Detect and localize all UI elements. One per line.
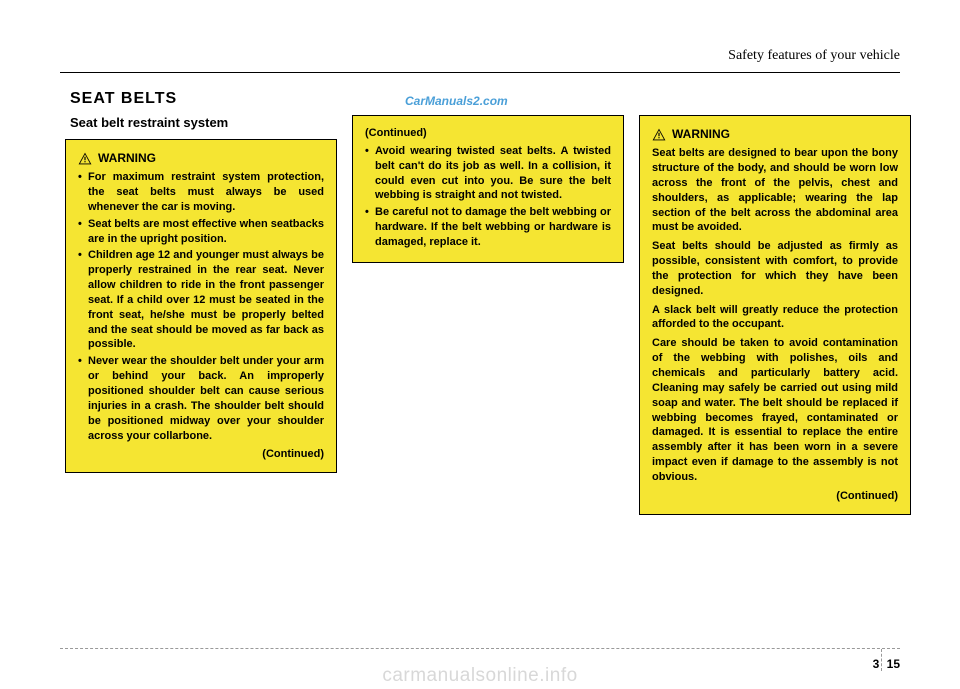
list-item: Be careful not to damage the belt webbin… (365, 205, 611, 250)
warning-box-2: (Continued) Avoid wearing twisted seat b… (352, 115, 624, 263)
section-title: SEAT BELTS (70, 90, 177, 108)
list-item: Never wear the shoulder belt under your … (78, 354, 324, 443)
watermark-top: CarManuals2.com (405, 94, 508, 108)
warning-list-2: Avoid wearing twisted seat belts. A twis… (365, 144, 611, 250)
warning-header-1: WARNING (78, 150, 324, 166)
column-2: (Continued) Avoid wearing twisted seat b… (352, 115, 624, 515)
list-item: Seat belts are most effective when seatb… (78, 217, 324, 247)
warning-box-3: WARNING Seat belts are designed to bear … (639, 115, 911, 515)
warning-list-1: For maximum restraint system protection,… (78, 170, 324, 443)
continued-label: (Continued) (652, 489, 898, 504)
header-text: Safety features of your vehicle (728, 48, 900, 64)
column-1: WARNING For maximum restraint system pro… (65, 115, 337, 515)
warning-paragraph: Seat belts are designed to bear upon the… (652, 146, 898, 235)
warning-header-3: WARNING (652, 126, 898, 142)
chapter-number: 3 (873, 657, 880, 671)
warning-paragraph: A slack belt will greatly reduce the pro… (652, 303, 898, 333)
page-container: Safety features of your vehicle SEAT BEL… (0, 0, 960, 689)
warning-icon (78, 152, 92, 165)
page-number: 3 15 (873, 657, 900, 671)
warning-box-1: WARNING For maximum restraint system pro… (65, 139, 337, 473)
watermark-bottom: carmanualsonline.info (382, 665, 577, 687)
warning-icon (652, 128, 666, 141)
warning-paragraph: Care should be taken to avoid contaminat… (652, 336, 898, 484)
list-item: Children age 12 and younger must always … (78, 248, 324, 352)
footer-rule (60, 648, 900, 649)
page-num: 15 (887, 657, 900, 671)
continued-label: (Continued) (78, 447, 324, 462)
warning-label-3: WARNING (672, 126, 730, 142)
warning-label-1: WARNING (98, 150, 156, 166)
list-item: For maximum restraint system protection,… (78, 170, 324, 215)
content-columns: WARNING For maximum restraint system pro… (65, 115, 911, 515)
continued-header: (Continued) (365, 126, 611, 141)
header-rule (60, 72, 900, 73)
column-3: WARNING Seat belts are designed to bear … (639, 115, 911, 515)
warning-paragraph: Seat belts should be adjusted as firmly … (652, 239, 898, 298)
list-item: Avoid wearing twisted seat belts. A twis… (365, 144, 611, 203)
